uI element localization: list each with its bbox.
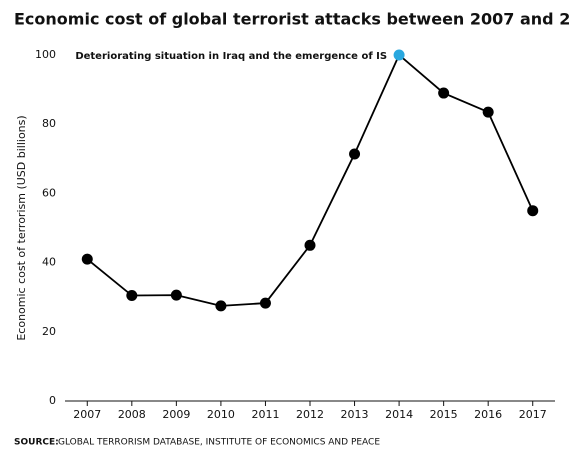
chart-title: Economic cost of global terrorist attack… (14, 10, 570, 29)
marker (349, 148, 361, 160)
x-tick-label: 2013 (341, 408, 369, 421)
marker (438, 87, 450, 99)
marker (170, 289, 182, 301)
x-tick-label: 2016 (474, 408, 502, 421)
marker (215, 300, 227, 312)
marker (393, 49, 405, 61)
source-text: GLOBAL TERRORISM DATABASE, INSTITUTE OF … (58, 438, 380, 448)
y-axis-label: Economic cost of terrorism (USD billions… (15, 115, 28, 340)
x-tick-label: 2010 (207, 408, 235, 421)
x-tick-label: 2009 (162, 408, 190, 421)
marker (81, 253, 93, 265)
y-tick-label: 60 (42, 186, 56, 199)
marker (304, 239, 316, 251)
x-tick-label: 2008 (118, 408, 146, 421)
marker (259, 297, 271, 309)
marker (527, 205, 539, 217)
x-tick-label: 2007 (73, 408, 101, 421)
annotation: Deteriorating situation in Iraq and the … (75, 51, 387, 62)
marker (126, 289, 138, 301)
x-tick-label: 2011 (251, 408, 279, 421)
x-tick-label: 2015 (430, 408, 458, 421)
y-tick-label: 80 (42, 117, 56, 130)
marker (482, 106, 494, 118)
y-tick-label: 40 (42, 256, 56, 269)
y-tick-label: 20 (42, 325, 56, 338)
source-label: SOURCE: (14, 438, 59, 448)
y-tick-label: 100 (35, 48, 56, 61)
x-tick-label: 2012 (296, 408, 324, 421)
line (86, 53, 534, 307)
x-tick-label: 2017 (519, 408, 547, 421)
y-tick-label: 0 (49, 394, 56, 407)
x-tick-label: 2014 (385, 408, 413, 421)
